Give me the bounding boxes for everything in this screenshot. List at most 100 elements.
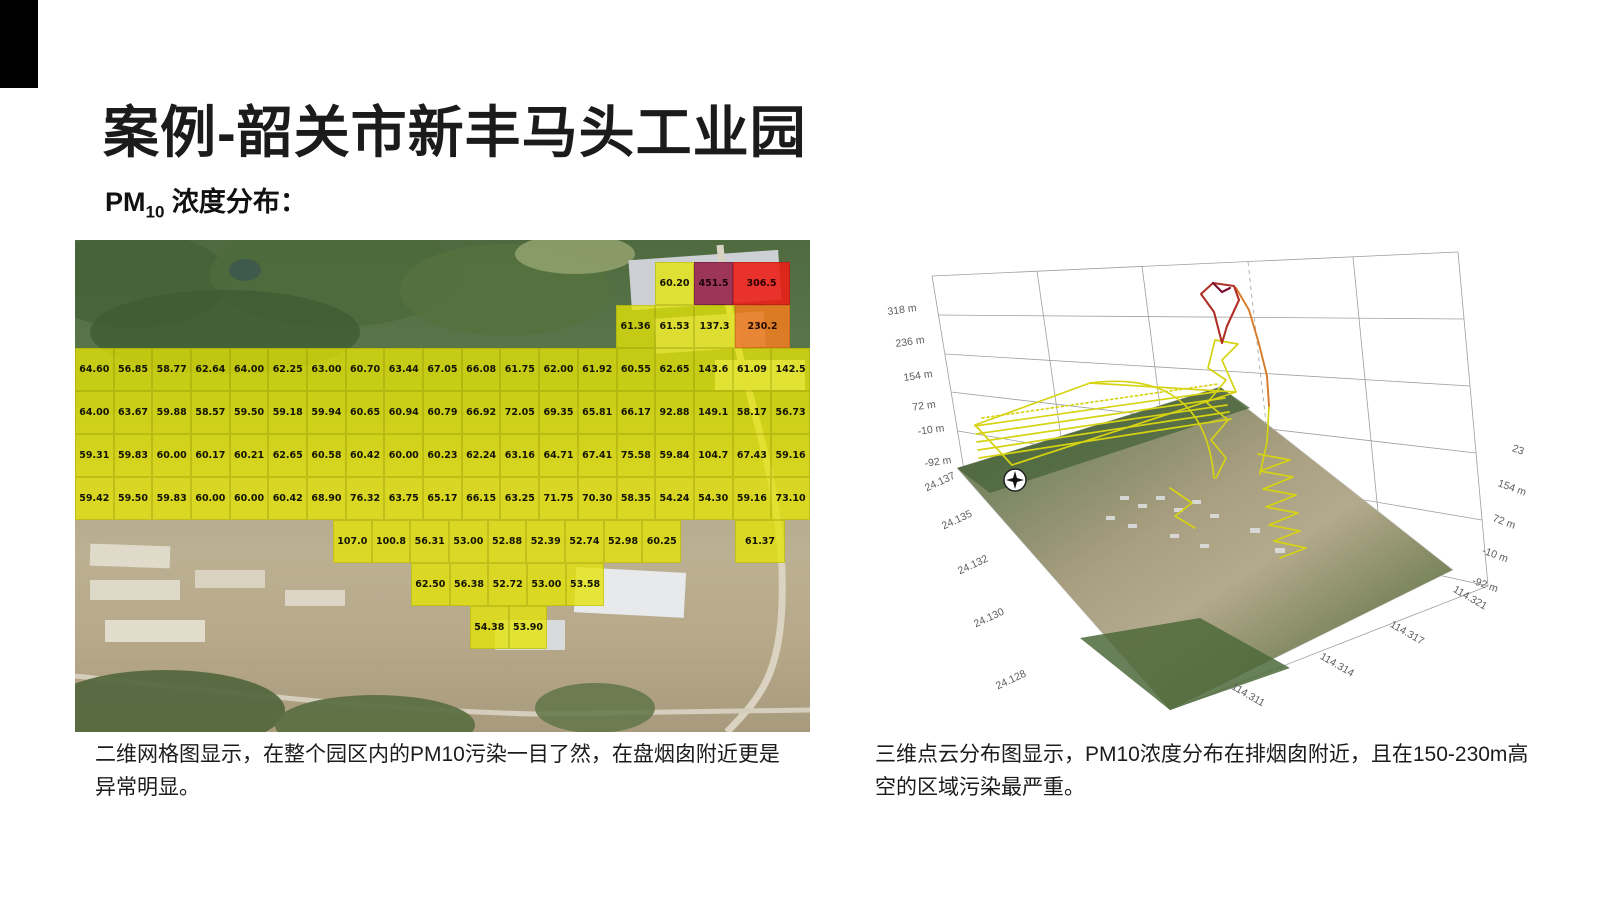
grid-cell: 63.00 (307, 348, 346, 391)
grid-cell: 56.85 (113, 348, 153, 391)
grid-cell: 104.7 (693, 434, 733, 477)
grid-cell: 67.41 (577, 434, 617, 477)
axis-tick-label: 236 m (894, 334, 926, 350)
axis-tick-label: 24.130 (971, 605, 1007, 631)
grid-cell: 143.6 (693, 348, 733, 391)
grid-cell: 65.17 (423, 477, 462, 520)
grid-cell: 59.50 (229, 391, 269, 434)
grid-cell: 58.57 (191, 391, 230, 434)
grid-cell: 54.30 (693, 477, 733, 520)
axis-tick-label: 114.311 (1229, 680, 1267, 710)
grid-cell: 61.92 (577, 348, 617, 391)
axis-tick-label: -92 m (923, 454, 953, 470)
grid-cell: 62.65 (655, 348, 694, 391)
grid-cell: 60.00 (384, 434, 424, 477)
grid-cell: 52.74 (565, 520, 604, 563)
axis-tick-label: 23 (1510, 442, 1526, 458)
grid-cell: 67.43 (732, 434, 772, 477)
axis-tick-label: 114.317 (1387, 618, 1427, 648)
axis-tick-label: 72 m (911, 398, 937, 414)
grid-cell: 230.2 (735, 305, 790, 348)
grid-cell: 59.31 (75, 434, 114, 477)
grid-cell: 142.5 (771, 348, 810, 391)
subtitle-rest: 浓度分布： (164, 187, 307, 217)
grid-cell: 53.58 (565, 563, 605, 606)
grid-cell: 61.09 (732, 348, 772, 391)
grid-cell: 451.5 (694, 262, 733, 305)
grid-cell: 64.71 (539, 434, 578, 477)
grid-cell: 59.83 (152, 477, 192, 520)
axis-tick-label: 154 m (1496, 477, 1528, 499)
grid-cell: 66.08 (461, 348, 501, 391)
grid-cell: 60.00 (191, 477, 230, 520)
grid-cell: 52.98 (603, 520, 643, 563)
axis-tick-label: 24.137 (922, 469, 958, 495)
grid-cell: 66.15 (461, 477, 501, 520)
axis-tick-label: -10 m (1480, 544, 1510, 566)
axis-tick-label: 72 m (1490, 512, 1518, 532)
pond (229, 259, 261, 281)
axis-tick-label: -92 m (1470, 574, 1500, 596)
grid-cell: 66.17 (616, 391, 656, 434)
floor-buildings (1106, 496, 1285, 553)
grid-cell: 62.24 (461, 434, 501, 477)
grid-cell: 60.65 (345, 391, 385, 434)
grid-cell: 53.00 (527, 563, 566, 606)
grid-cell: 54.38 (470, 606, 509, 649)
compass-icon (1003, 468, 1027, 492)
left-caption: 二维网格图显示，在整个园区内的PM10污染一目了然，在盘烟囱附近更是异常明显。 (95, 743, 780, 799)
right-caption: 三维点云分布图显示，PM10浓度分布在排烟囱附近，且在150-230m高空的区域… (875, 743, 1529, 799)
grid-cell: 92.88 (655, 391, 694, 434)
grid-cell: 60.00 (229, 477, 269, 520)
grid-cell: 53.90 (508, 606, 548, 649)
page-title: 案例-韶关市新丰马头工业园 (103, 101, 807, 164)
grid-cell: 59.88 (152, 391, 192, 434)
grid-cell: 59.16 (732, 477, 772, 520)
grid-cell: 54.24 (655, 477, 694, 520)
grid-cell: 61.36 (616, 305, 655, 348)
grid-cell: 60.21 (229, 434, 269, 477)
grid-cell: 63.25 (500, 477, 540, 520)
grid-cell: 58.17 (732, 391, 772, 434)
grid-cell: 59.16 (771, 434, 810, 477)
grid-cell: 52.39 (526, 520, 566, 563)
flight-track-path (974, 281, 1307, 559)
axis-tick-label: 114.314 (1317, 650, 1357, 680)
grid-cell: 60.00 (152, 434, 192, 477)
grid-cell: 149.1 (693, 391, 733, 434)
plot3d-labels: 318 m 236 m 154 m 72 m -10 m -92 m 23 154 m 72 m… (870, 248, 1535, 723)
grid-cell: 60.55 (616, 348, 656, 391)
grid-cell: 63.75 (384, 477, 424, 520)
grid-cell: 58.35 (616, 477, 656, 520)
grid-cell: 69.35 (539, 391, 578, 434)
grid-cell: 61.75 (500, 348, 540, 391)
grid-cell: 73.10 (771, 477, 810, 520)
grid-cell: 100.8 (371, 520, 411, 563)
grid-cell: 61.37 (735, 520, 785, 563)
grid-cell: 75.58 (616, 434, 656, 477)
grid-cell: 60.42 (268, 477, 308, 520)
grid-cell: 71.75 (539, 477, 578, 520)
subtitle-prefix: PM (105, 187, 146, 217)
grid-cell: 58.77 (152, 348, 192, 391)
grid-cell: 59.42 (75, 477, 114, 520)
grid-cell: 63.67 (113, 391, 153, 434)
grid-cell: 63.44 (384, 348, 424, 391)
grid-cell: 68.90 (307, 477, 346, 520)
pointcloud-figure: 318 m 236 m 154 m 72 m -10 m -92 m 23 154 m 72 m… (870, 248, 1535, 723)
grid-cell: 60.79 (423, 391, 462, 434)
grid-cell: 60.70 (345, 348, 385, 391)
grid-cell: 59.50 (113, 477, 153, 520)
grid-cell: 64.60 (75, 348, 114, 391)
grid-cell: 72.05 (500, 391, 540, 434)
grid-cell: 60.94 (384, 391, 424, 434)
subtitle-subscript: 10 (145, 202, 165, 222)
grid-cell: 60.42 (345, 434, 385, 477)
grid-cell: 53.00 (449, 520, 488, 563)
grid-cell: 60.17 (191, 434, 230, 477)
plot3d-canvas (931, 251, 1489, 711)
axis-tick-label: 24.128 (993, 667, 1029, 693)
grid-cell: 59.94 (307, 391, 346, 434)
grid-cell: 64.00 (229, 348, 269, 391)
